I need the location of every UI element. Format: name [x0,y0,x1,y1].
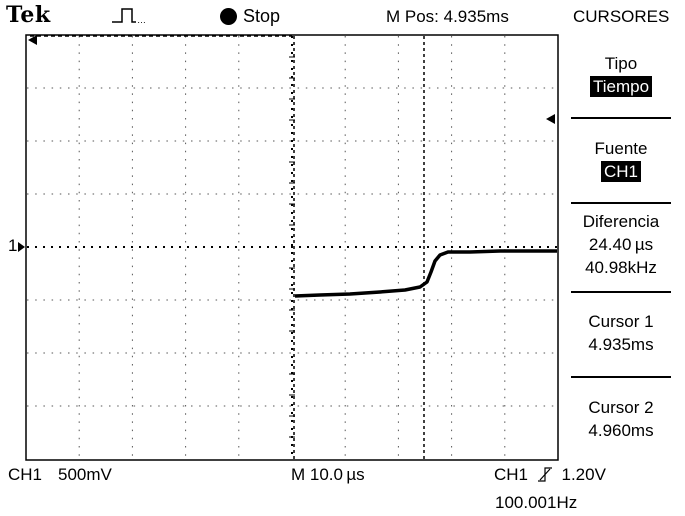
cursor-2-label: Cursor 2 [588,398,654,417]
cursor-2-value: 4.960ms [588,421,654,440]
graticule-frame [25,34,559,461]
cursor-1-label: Cursor 1 [588,312,654,331]
trigger-position-arrow-icon [28,35,37,45]
stop-icon [220,8,237,25]
horizontal-position: M Pos: 4.935ms [386,7,509,26]
brand-logo: Tek [6,2,51,28]
menu-divider [571,376,671,378]
cursor-1-value: 4.935ms [588,335,654,354]
source-menu-button[interactable]: Fuente CH1 [567,137,675,183]
ch1-ground-arrow-icon [18,242,25,252]
difference-frequency: 40.98kHz [585,258,657,277]
trigger-frequency: 100.001Hz [495,493,578,512]
trigger-level: 1.20V [561,465,606,484]
trigger-source: CH1 [494,465,529,484]
menu-divider [571,291,671,293]
trigger-readout: CH1 1.20V [494,465,606,485]
trigger-level-arrow-icon [546,114,555,124]
type-label: Tipo [604,54,638,73]
timebase-readout: M 10.0 µs [291,465,365,484]
difference-time: 24.40 µs [588,235,654,254]
cursor-menu-panel: Tipo Tiempo Fuente CH1 Diferencia 24.40 … [567,36,682,461]
rising-edge-icon [537,467,552,482]
top-status-bar: Tek … Stop M Pos: 4.935ms CURSORES [0,0,685,32]
difference-label: Diferencia [582,212,660,231]
ch1-waveform [294,249,557,298]
run-state-indicator[interactable]: Stop [220,6,280,27]
type-value: Tiempo [589,76,653,97]
grid-center-axes [27,36,557,459]
difference-readout: Diferencia 24.40 µs 40.98kHz [567,210,675,279]
menu-title: CURSORES [573,7,670,26]
ch1-ground-marker: 1 [8,236,18,255]
menu-divider [571,202,671,204]
svg-text:…: … [137,15,146,25]
run-state-label: Stop [243,6,281,26]
ch1-label: CH1 [8,465,43,484]
cursor-2-readout[interactable]: Cursor 2 4.960ms [567,396,675,442]
source-label: Fuente [594,139,648,158]
type-menu-button[interactable]: Tipo Tiempo [567,52,675,98]
menu-divider [571,117,671,119]
cursor-1-readout[interactable]: Cursor 1 4.935ms [567,310,675,356]
trigger-pulse-icon: … [112,8,146,25]
source-value: CH1 [600,161,641,182]
ch1-volts-per-div: 500mV [58,465,112,484]
